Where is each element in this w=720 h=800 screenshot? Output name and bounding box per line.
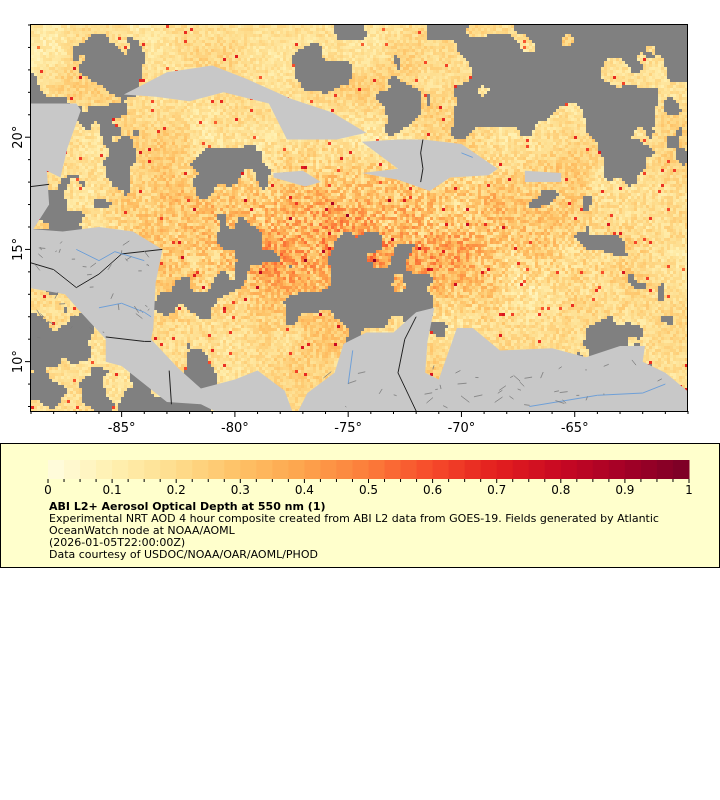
colorbar: 0 0.1 0.2 0.3 0.4 0.5 0.6 0.7 0.8 0.9 1 bbox=[44, 460, 693, 497]
lat-tick-label: 15° bbox=[11, 238, 26, 261]
lat-tick-label: 20° bbox=[11, 126, 26, 149]
colorbar-segment bbox=[464, 460, 482, 479]
colorbar-tick-label: 0 bbox=[44, 483, 52, 497]
lon-tick-label: -65° bbox=[561, 421, 589, 436]
colorbar-segment bbox=[144, 460, 161, 479]
colorbar-segment bbox=[656, 460, 674, 479]
colorbar-segment bbox=[384, 460, 402, 479]
colorbar-segment bbox=[448, 460, 466, 479]
colorbar-tick-label: 0.2 bbox=[167, 483, 186, 497]
colorbar-segment bbox=[320, 460, 337, 479]
colorbar-tick-label: 0.8 bbox=[551, 483, 570, 497]
colorbar-segment bbox=[576, 460, 594, 479]
colorbar-segment bbox=[240, 460, 257, 479]
colorbar-segment bbox=[400, 460, 418, 479]
colorbar-segment bbox=[256, 460, 273, 479]
colorbar-segment bbox=[352, 460, 369, 479]
colorbar-tick-label: 0.3 bbox=[231, 483, 250, 497]
aod-map-image bbox=[31, 25, 688, 411]
colorbar-tick-label: 0.1 bbox=[103, 483, 122, 497]
legend-time: (2026-01-05T22:00:00Z) bbox=[49, 536, 186, 549]
legend-description-cont: OceanWatch node at NOAA/AOML bbox=[49, 524, 235, 537]
colorbar-segment bbox=[208, 460, 225, 479]
lon-tick-label: -75° bbox=[334, 421, 362, 436]
colorbar-segment bbox=[80, 460, 97, 479]
colorbar-segment bbox=[48, 460, 65, 479]
lon-tick-label: -80° bbox=[221, 421, 249, 436]
colorbar-segment bbox=[624, 460, 642, 479]
colorbar-segment bbox=[672, 460, 690, 479]
colorbar-segment bbox=[304, 460, 321, 479]
colorbar-tick-label: 0.7 bbox=[487, 483, 506, 497]
colorbar-segment bbox=[480, 460, 498, 479]
colorbar-segment bbox=[288, 460, 305, 479]
colorbar-segment bbox=[192, 460, 209, 479]
lon-tick-label: -70° bbox=[448, 421, 476, 436]
colorbar-segment bbox=[176, 460, 193, 479]
legend-description: Experimental NRT AOD 4 hour composite cr… bbox=[49, 512, 659, 525]
colorbar-segment bbox=[96, 460, 113, 479]
colorbar-segment bbox=[528, 460, 546, 479]
colorbar-segment bbox=[272, 460, 289, 479]
colorbar-segment bbox=[512, 460, 530, 479]
colorbar-segment bbox=[112, 460, 129, 479]
colorbar-tick-label: 0.4 bbox=[295, 483, 314, 497]
colorbar-tick-label: 1 bbox=[685, 483, 693, 497]
legend-title: ABI L2+ Aerosol Optical Depth at 550 nm … bbox=[49, 500, 326, 513]
colorbar-segment bbox=[224, 460, 241, 479]
colorbar-segment bbox=[592, 460, 610, 479]
lon-tick-label: -85° bbox=[108, 421, 136, 436]
colorbar-segment bbox=[608, 460, 626, 479]
colorbar-segment bbox=[160, 460, 177, 479]
legend-panel: 0 0.1 0.2 0.3 0.4 0.5 0.6 0.7 0.8 0.9 1 ABI L2+ Ae… bbox=[0, 443, 720, 568]
lat-tick-label: 10° bbox=[11, 350, 26, 373]
colorbar-segment bbox=[640, 460, 658, 479]
colorbar-tick-label: 0.6 bbox=[423, 483, 442, 497]
colorbar-segment bbox=[496, 460, 514, 479]
colorbar-segment bbox=[336, 460, 353, 479]
colorbar-segment bbox=[560, 460, 578, 479]
map-frame bbox=[30, 24, 688, 412]
colorbar-tick-label: 0.5 bbox=[359, 483, 378, 497]
colorbar-segment bbox=[368, 460, 386, 479]
colorbar-segment bbox=[128, 460, 145, 479]
colorbar-tick-label: 0.9 bbox=[615, 483, 634, 497]
legend-credit: Data courtesy of USDOC/NOAA/OAR/AOML/PHO… bbox=[49, 548, 318, 561]
colorbar-segment bbox=[544, 460, 562, 479]
colorbar-segment bbox=[64, 460, 81, 479]
colorbar-segment bbox=[416, 460, 434, 479]
colorbar-segment bbox=[432, 460, 450, 479]
